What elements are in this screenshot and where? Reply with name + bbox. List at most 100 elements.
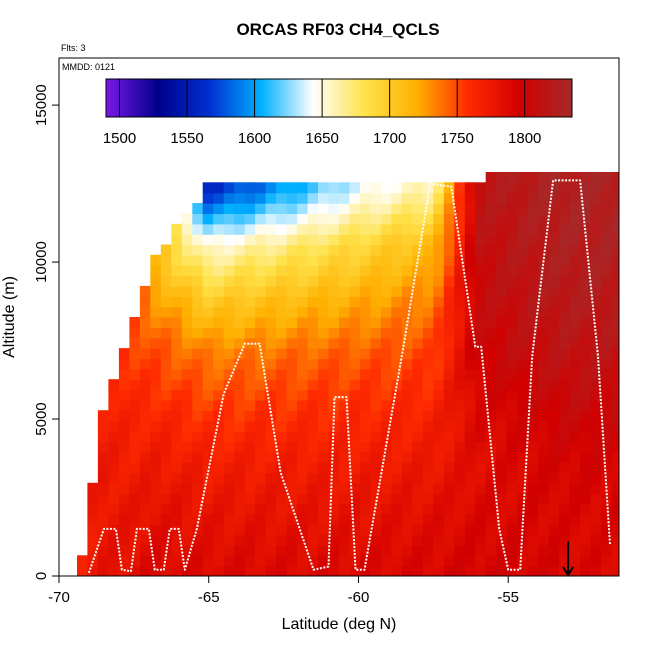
heatmap-cell [517, 472, 529, 484]
heatmap-cell [580, 431, 592, 442]
heatmap-cell [580, 493, 592, 505]
heatmap-cell [328, 462, 340, 473]
heatmap-cell [213, 534, 225, 546]
heatmap-cell [108, 379, 120, 391]
heatmap-cell [234, 244, 246, 256]
heatmap-cell [580, 555, 592, 567]
heatmap-cell [433, 389, 445, 401]
heatmap-cell [422, 203, 434, 214]
heatmap-cell [380, 317, 392, 328]
heatmap-cell [517, 565, 529, 576]
heatmap-cell [538, 472, 550, 484]
heatmap-cell [286, 410, 298, 422]
heatmap-cell [433, 337, 445, 349]
heatmap-cell [171, 275, 183, 287]
heatmap-cell [433, 555, 445, 567]
heatmap-cell [118, 358, 130, 370]
heatmap-cell [559, 192, 571, 204]
heatmap-cell [181, 451, 193, 463]
heatmap-cell [192, 234, 204, 246]
heatmap-cell [150, 327, 162, 339]
heatmap-cell [559, 265, 571, 277]
heatmap-cell [580, 213, 592, 225]
heatmap-cell [286, 317, 298, 328]
heatmap-cell [318, 368, 330, 380]
heatmap-cell [433, 368, 445, 380]
heatmap-cell [360, 441, 372, 453]
heatmap-cell [370, 337, 382, 349]
heatmap-cell [360, 234, 372, 246]
heatmap-cell [464, 213, 476, 225]
heatmap-cell [485, 482, 497, 494]
heatmap-cell [244, 265, 256, 277]
heatmap-cell [391, 192, 403, 204]
heatmap-cell [139, 493, 151, 505]
heatmap-cell [181, 306, 193, 318]
heatmap-cell [108, 431, 120, 442]
heatmap-cell [412, 524, 424, 536]
heatmap-cell [160, 275, 172, 287]
heatmap-cell [234, 544, 246, 556]
heatmap-cell [464, 285, 476, 297]
heatmap-cell [559, 337, 571, 349]
heatmap-cell [601, 275, 613, 287]
heatmap-cell [139, 348, 151, 360]
heatmap-cell [569, 337, 581, 349]
heatmap-cell [601, 389, 613, 401]
heatmap-cell [527, 182, 539, 194]
heatmap-cell [601, 358, 613, 370]
heatmap-cell [160, 265, 172, 277]
heatmap-cell [97, 472, 109, 484]
heatmap-cell [171, 317, 183, 328]
heatmap-cell [611, 317, 619, 328]
heatmap-cell [87, 482, 99, 494]
heatmap-cell [380, 399, 392, 411]
heatmap-cell [171, 265, 183, 277]
heatmap-cell [611, 296, 619, 308]
heatmap-cell [548, 482, 560, 494]
heatmap-cell [171, 462, 183, 473]
heatmap-cell [87, 555, 99, 567]
heatmap-cell [223, 410, 235, 422]
heatmap-cell [276, 503, 288, 515]
heatmap-cell [171, 399, 183, 411]
heatmap-cell [223, 513, 235, 525]
heatmap-cell [443, 182, 455, 194]
heatmap-cell [318, 182, 330, 194]
heatmap-cell [171, 503, 183, 515]
heatmap-cell [538, 358, 550, 370]
heatmap-cell [244, 254, 256, 266]
heatmap-cell [391, 244, 403, 256]
heatmap-cell [108, 513, 120, 525]
heatmap-cell [339, 441, 351, 453]
heatmap-cell [349, 399, 361, 411]
heatmap-cell [527, 420, 539, 432]
heatmap-cell [433, 234, 445, 246]
heatmap-cell [192, 462, 204, 473]
heatmap-cell [569, 203, 581, 214]
heatmap-cell [611, 462, 619, 473]
heatmap-cell [422, 462, 434, 473]
heatmap-cell [297, 431, 309, 442]
heatmap-cell [559, 544, 571, 556]
heatmap-cell [276, 451, 288, 463]
heatmap-cell [328, 410, 340, 422]
heatmap-cell [559, 306, 571, 318]
heatmap-cell [318, 410, 330, 422]
heatmap-cell [171, 389, 183, 401]
heatmap-cell [265, 368, 277, 380]
heatmap-cell [234, 275, 246, 287]
heatmap-cell [255, 555, 267, 567]
heatmap-cell [412, 451, 424, 463]
heatmap-cell [611, 431, 619, 442]
heatmap-cell [601, 317, 613, 328]
heatmap-cell [202, 244, 214, 256]
heatmap-cell [297, 234, 309, 246]
heatmap-cell [454, 254, 466, 266]
heatmap-cell [485, 285, 497, 297]
heatmap-cell [97, 451, 109, 463]
heatmap-cell [360, 555, 372, 567]
heatmap-cell [454, 420, 466, 432]
heatmap-cell [307, 482, 319, 494]
heatmap-cell [601, 431, 613, 442]
